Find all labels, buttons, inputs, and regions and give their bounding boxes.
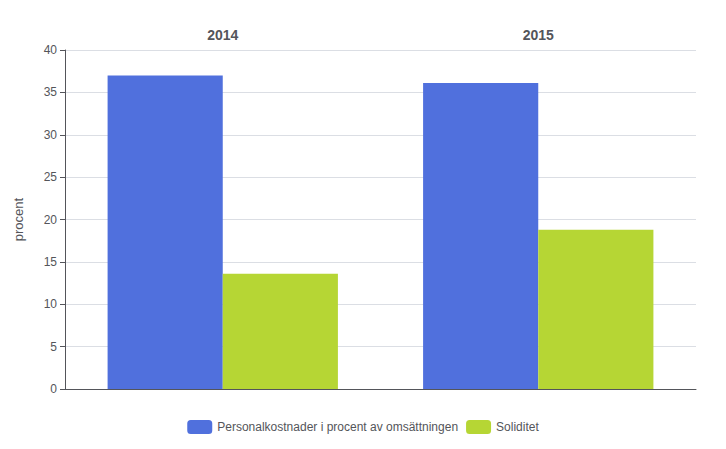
svg-text:Soliditet: Soliditet	[496, 420, 539, 434]
svg-text:40: 40	[44, 43, 58, 57]
svg-text:5: 5	[50, 340, 57, 354]
svg-text:0: 0	[50, 382, 57, 396]
svg-text:35: 35	[44, 85, 58, 99]
svg-text:20: 20	[44, 213, 58, 227]
svg-text:2015: 2015	[523, 27, 554, 43]
svg-text:2014: 2014	[207, 27, 238, 43]
svg-text:Personalkostnader i procent av: Personalkostnader i procent av omsättnin…	[217, 420, 458, 434]
svg-text:30: 30	[44, 128, 58, 142]
svg-text:procent: procent	[11, 197, 26, 241]
svg-text:15: 15	[44, 255, 58, 269]
svg-text:25: 25	[44, 170, 58, 184]
svg-text:10: 10	[44, 297, 58, 311]
